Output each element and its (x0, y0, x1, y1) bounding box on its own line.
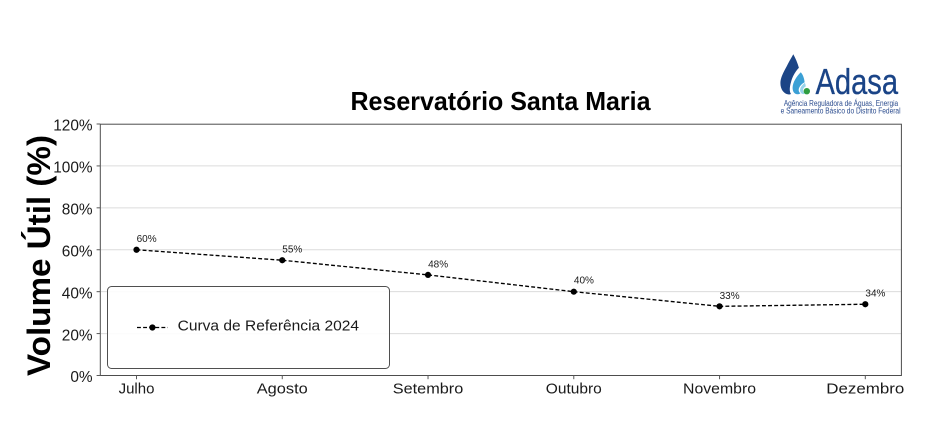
svg-text:e Saneamento Básico do Distrit: e Saneamento Básico do Distrito Federal (781, 107, 901, 116)
svg-text:34%: 34% (865, 289, 885, 300)
svg-text:Setembro: Setembro (393, 380, 464, 397)
svg-text:20%: 20% (62, 327, 93, 344)
svg-text:120%: 120% (53, 118, 93, 135)
svg-text:Agosto: Agosto (257, 380, 308, 397)
svg-text:Curva de Referência 2024: Curva de Referência 2024 (178, 318, 360, 334)
svg-text:Dezembro: Dezembro (826, 380, 904, 397)
svg-text:Agência Reguladora de Águas, E: Agência Reguladora de Águas, Energia (784, 99, 899, 108)
svg-text:Volume Útil (%): Volume Útil (%) (21, 135, 57, 376)
svg-text:Reservatório Santa Maria: Reservatório Santa Maria (351, 86, 652, 116)
svg-text:48%: 48% (428, 259, 448, 270)
svg-text:100%: 100% (53, 160, 93, 177)
svg-text:Adasa: Adasa (816, 61, 899, 102)
svg-text:60%: 60% (137, 234, 157, 245)
svg-text:40%: 40% (62, 285, 93, 302)
svg-text:Julho: Julho (119, 380, 155, 397)
svg-text:33%: 33% (720, 291, 740, 302)
svg-text:60%: 60% (62, 244, 93, 261)
svg-text:Novembro: Novembro (683, 380, 756, 397)
svg-text:80%: 80% (62, 202, 93, 219)
svg-text:55%: 55% (282, 245, 302, 256)
svg-text:40%: 40% (574, 276, 594, 287)
svg-text:Outubro: Outubro (546, 380, 602, 397)
svg-text:0%: 0% (70, 369, 93, 386)
